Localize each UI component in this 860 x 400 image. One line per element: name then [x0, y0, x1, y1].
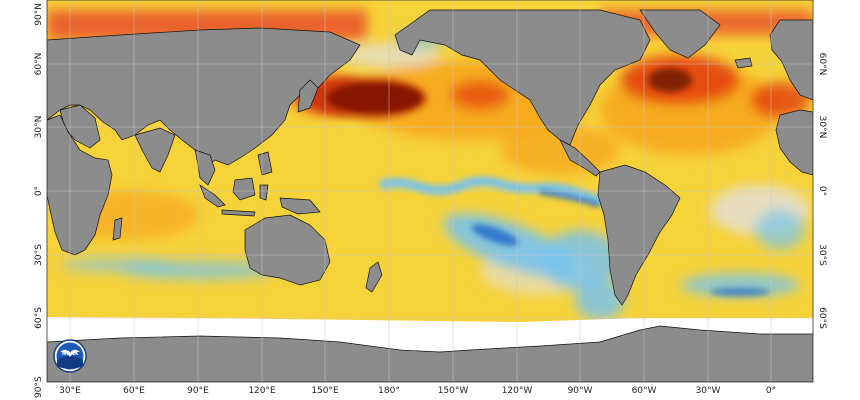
anomaly-warm-zone	[450, 80, 510, 110]
lon-tick-label: 150°W	[438, 386, 469, 396]
land-madagascar	[112, 217, 123, 241]
anomaly-cool-zone	[575, 280, 625, 320]
lat-tick-label-right: 0°	[817, 186, 827, 196]
land-west-africa	[775, 109, 813, 176]
lat-tick-label-right: 30°N	[817, 116, 827, 139]
noaa-logo-icon: NOAA	[53, 339, 87, 373]
lon-tick-label: 90°W	[568, 386, 593, 396]
lat-tick-label: 30°S	[34, 244, 44, 266]
land-greenland	[639, 9, 721, 59]
lat-tick-label-right: 30°S	[817, 244, 827, 266]
lon-tick-label: 60°W	[632, 386, 657, 396]
anomaly-cool-zone	[755, 210, 805, 250]
land-eurasia	[47, 27, 361, 169]
lon-tick-label: 90°E	[187, 386, 209, 396]
land-north-america	[394, 9, 651, 146]
map-border	[46, 0, 814, 383]
lon-tick-label: 180°	[378, 386, 400, 396]
lat-tick-label: 30°N	[34, 116, 44, 139]
lat-tick-label-right: 60°N	[817, 53, 827, 76]
land-australia	[244, 214, 331, 286]
anomaly-equatorial-cool-tongue	[539, 189, 601, 208]
lat-tick-label: 0°	[34, 186, 44, 196]
lat-tick-label-right: 60°S	[817, 307, 827, 329]
land-south-america	[597, 164, 681, 306]
land-borneo	[232, 177, 256, 201]
lon-tick-label: 120°W	[502, 386, 533, 396]
lon-tick-label: 0°	[766, 386, 776, 396]
lon-tick-label: 30°W	[696, 386, 721, 396]
lon-tick-label: 120°E	[248, 386, 276, 396]
lat-tick-label: 60°N	[34, 53, 44, 76]
land-sumatra	[199, 184, 226, 208]
land-new-guinea	[279, 197, 321, 215]
anomaly-strong-cool-zone	[471, 224, 519, 246]
land-philippines	[257, 151, 273, 176]
anomaly-cool-zone	[60, 257, 180, 273]
anomaly-cool-zone	[680, 273, 800, 297]
anomaly-strong-warm-zone	[648, 68, 692, 92]
land-india	[134, 127, 176, 173]
lat-tick-label: 90°S	[34, 376, 44, 398]
land-antarctica	[47, 325, 813, 382]
anomaly-warm-zone	[750, 82, 810, 118]
lat-tick-label: 90°N	[34, 3, 44, 26]
lon-tick-label: 150°E	[311, 386, 339, 396]
logo-text: NOAA	[62, 351, 78, 357]
land-iceland	[734, 57, 753, 69]
land-africa	[47, 114, 113, 256]
lon-tick-label: 60°E	[123, 386, 145, 396]
land-europe	[769, 19, 813, 101]
anomaly-strong-warm-zone	[308, 76, 428, 120]
land-japan	[297, 79, 319, 113]
land-java	[221, 209, 256, 217]
land-new-zealand	[365, 261, 383, 293]
lat-tick-label: 60°S	[34, 307, 44, 329]
anomaly-strong-cool-zone	[710, 288, 770, 296]
lon-tick-label: 30°E	[59, 386, 81, 396]
